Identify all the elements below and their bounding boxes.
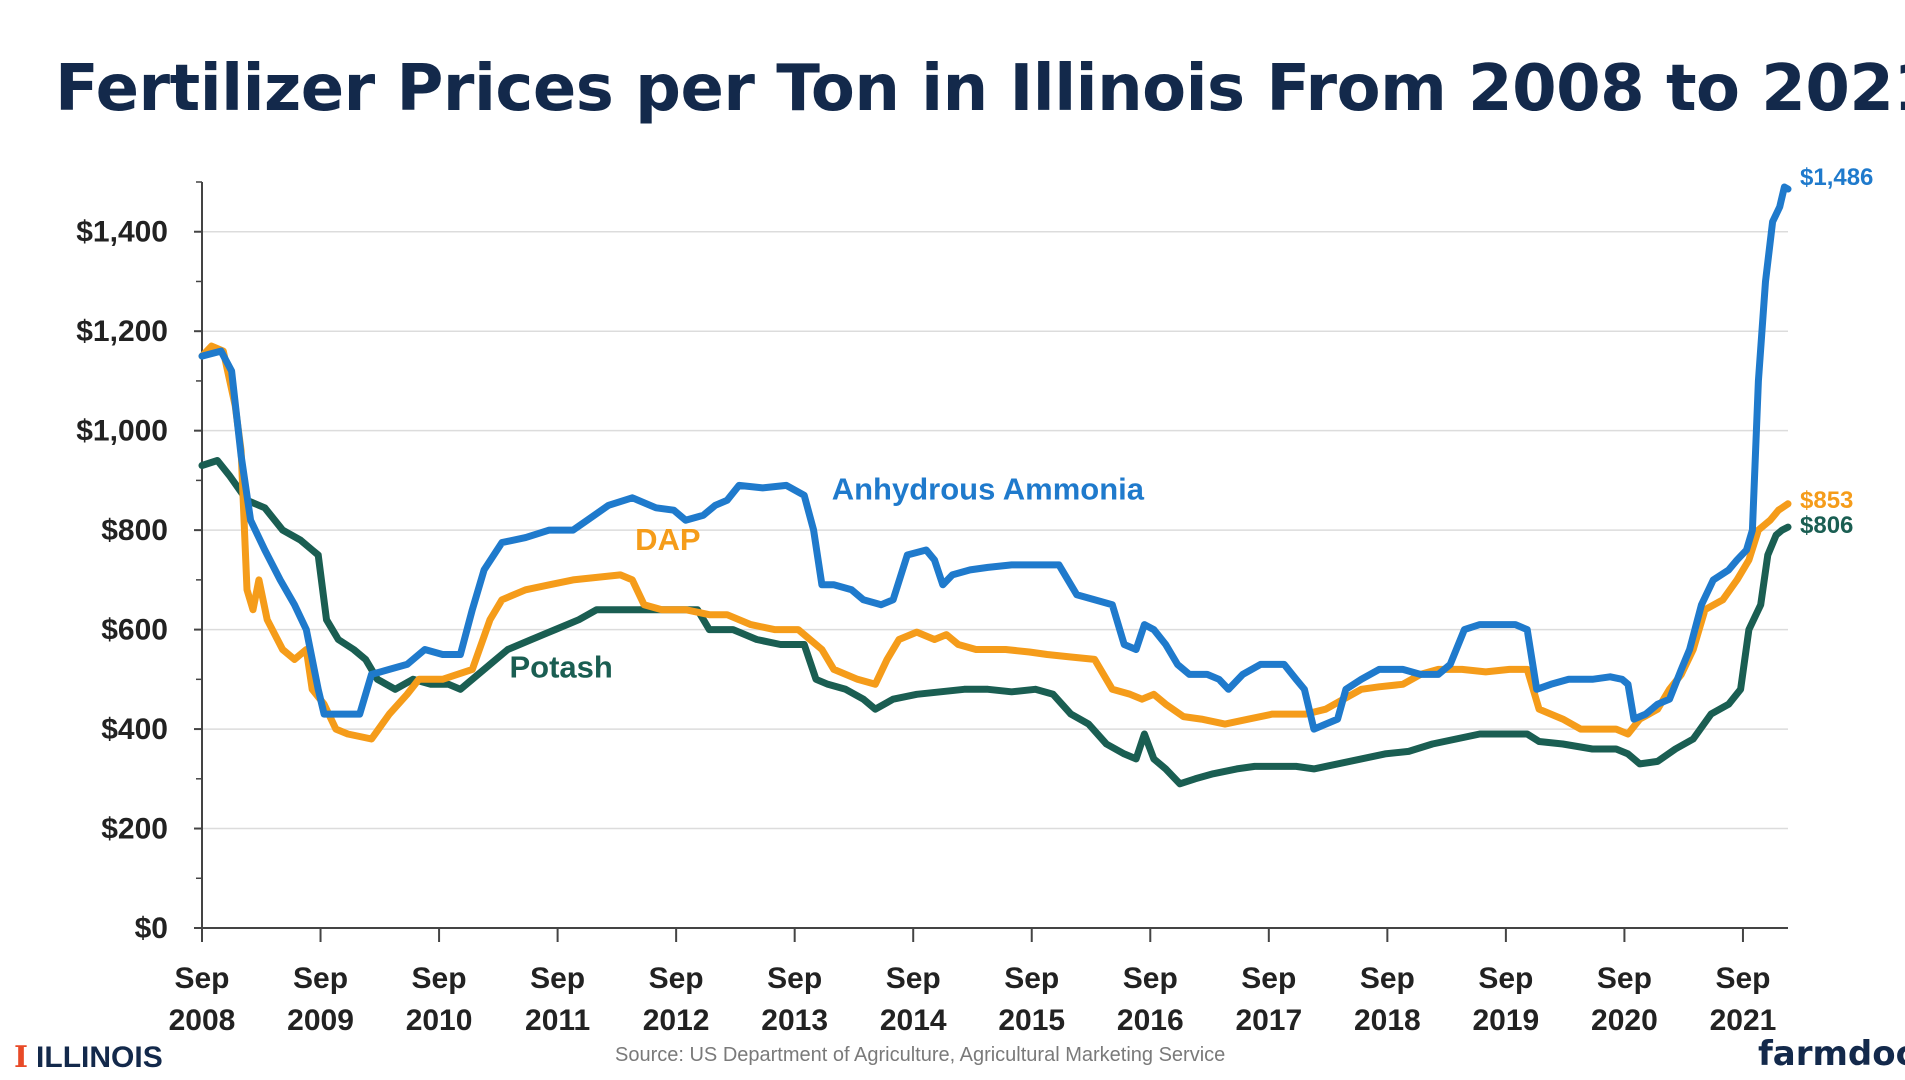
y-tick-label: $1,200 bbox=[76, 315, 168, 348]
series-label: DAP bbox=[635, 522, 700, 557]
grid-lines bbox=[202, 230, 1788, 830]
x-tick-label: 2021 bbox=[1710, 1004, 1777, 1037]
x-tick-label: 2011 bbox=[525, 1004, 590, 1037]
series-label: Anhydrous Ammonia bbox=[832, 471, 1145, 506]
x-tick-label: Sep bbox=[1715, 962, 1770, 995]
x-tick-label: Sep bbox=[649, 962, 704, 995]
end-value-label: $806 bbox=[1800, 512, 1853, 539]
y-tick-label: $400 bbox=[101, 713, 168, 746]
end-value-label: $1,486 bbox=[1800, 164, 1873, 191]
illinois-mark-icon: I bbox=[14, 1040, 29, 1075]
x-tick-label: Sep bbox=[1123, 962, 1178, 995]
x-tick-label: Sep bbox=[767, 962, 822, 995]
x-tick-label: Sep bbox=[293, 962, 348, 995]
x-tick-label: 2009 bbox=[287, 1004, 354, 1037]
y-tick-label: $800 bbox=[101, 514, 168, 547]
x-tick-label: 2016 bbox=[1117, 1004, 1184, 1037]
x-tick-label: Sep bbox=[1360, 962, 1415, 995]
y-tick-label: $0 bbox=[135, 912, 168, 945]
x-tick-label: Sep bbox=[174, 962, 229, 995]
x-tick-label: Sep bbox=[412, 962, 467, 995]
y-tick-label: $1,400 bbox=[76, 216, 168, 249]
source-note: Source: US Department of Agriculture, Ag… bbox=[615, 1044, 1226, 1066]
x-tick-label: Sep bbox=[1004, 962, 1059, 995]
x-tick-label: 2015 bbox=[998, 1004, 1065, 1037]
series-label: Potash bbox=[509, 649, 612, 684]
y-tick-label: $1,000 bbox=[76, 415, 168, 448]
series-labels: $1,486 $853$806 Anhydrous Ammonia DAP Potash bbox=[509, 164, 1873, 684]
illinois-logo: I ILLINOIS bbox=[14, 1040, 163, 1075]
chart-title: Fertilizer Prices per Ton in Illinois Fr… bbox=[55, 52, 1905, 126]
series-line-dap bbox=[198, 342, 1792, 743]
x-tick-label: Sep bbox=[1241, 962, 1296, 995]
x-tick-label: 2008 bbox=[169, 1004, 236, 1037]
y-tick-label: $200 bbox=[101, 813, 168, 846]
series-line-anhydrous-ammonia bbox=[198, 183, 1792, 733]
series-lines bbox=[198, 183, 1792, 788]
series-line-potash bbox=[198, 457, 1792, 788]
illinois-logo-text: ILLINOIS bbox=[36, 1041, 163, 1074]
x-tick-label: 2019 bbox=[1473, 1004, 1540, 1037]
x-tick-label: 2012 bbox=[643, 1004, 710, 1037]
x-tick-label: 2018 bbox=[1354, 1004, 1421, 1037]
x-tick-label: Sep bbox=[530, 962, 585, 995]
x-tick-label: 2017 bbox=[1235, 1004, 1302, 1037]
end-value-label: $853 bbox=[1800, 487, 1853, 514]
x-tick-label: Sep bbox=[1478, 962, 1533, 995]
y-tick-label: $600 bbox=[101, 614, 168, 647]
x-tick-label: Sep bbox=[886, 962, 941, 995]
x-tick-label: Sep bbox=[1597, 962, 1652, 995]
x-tick-label: 2010 bbox=[406, 1004, 473, 1037]
axes: $0 $200 $400 $600 $800 $1,000 $1,200 $1,400 Sep 2… bbox=[76, 181, 1788, 1037]
x-tick-label: 2020 bbox=[1591, 1004, 1658, 1037]
farmdoc-logo: farmdoc bbox=[1758, 1034, 1905, 1074]
x-tick-label: 2014 bbox=[880, 1004, 947, 1037]
x-tick-label: 2013 bbox=[761, 1004, 828, 1037]
